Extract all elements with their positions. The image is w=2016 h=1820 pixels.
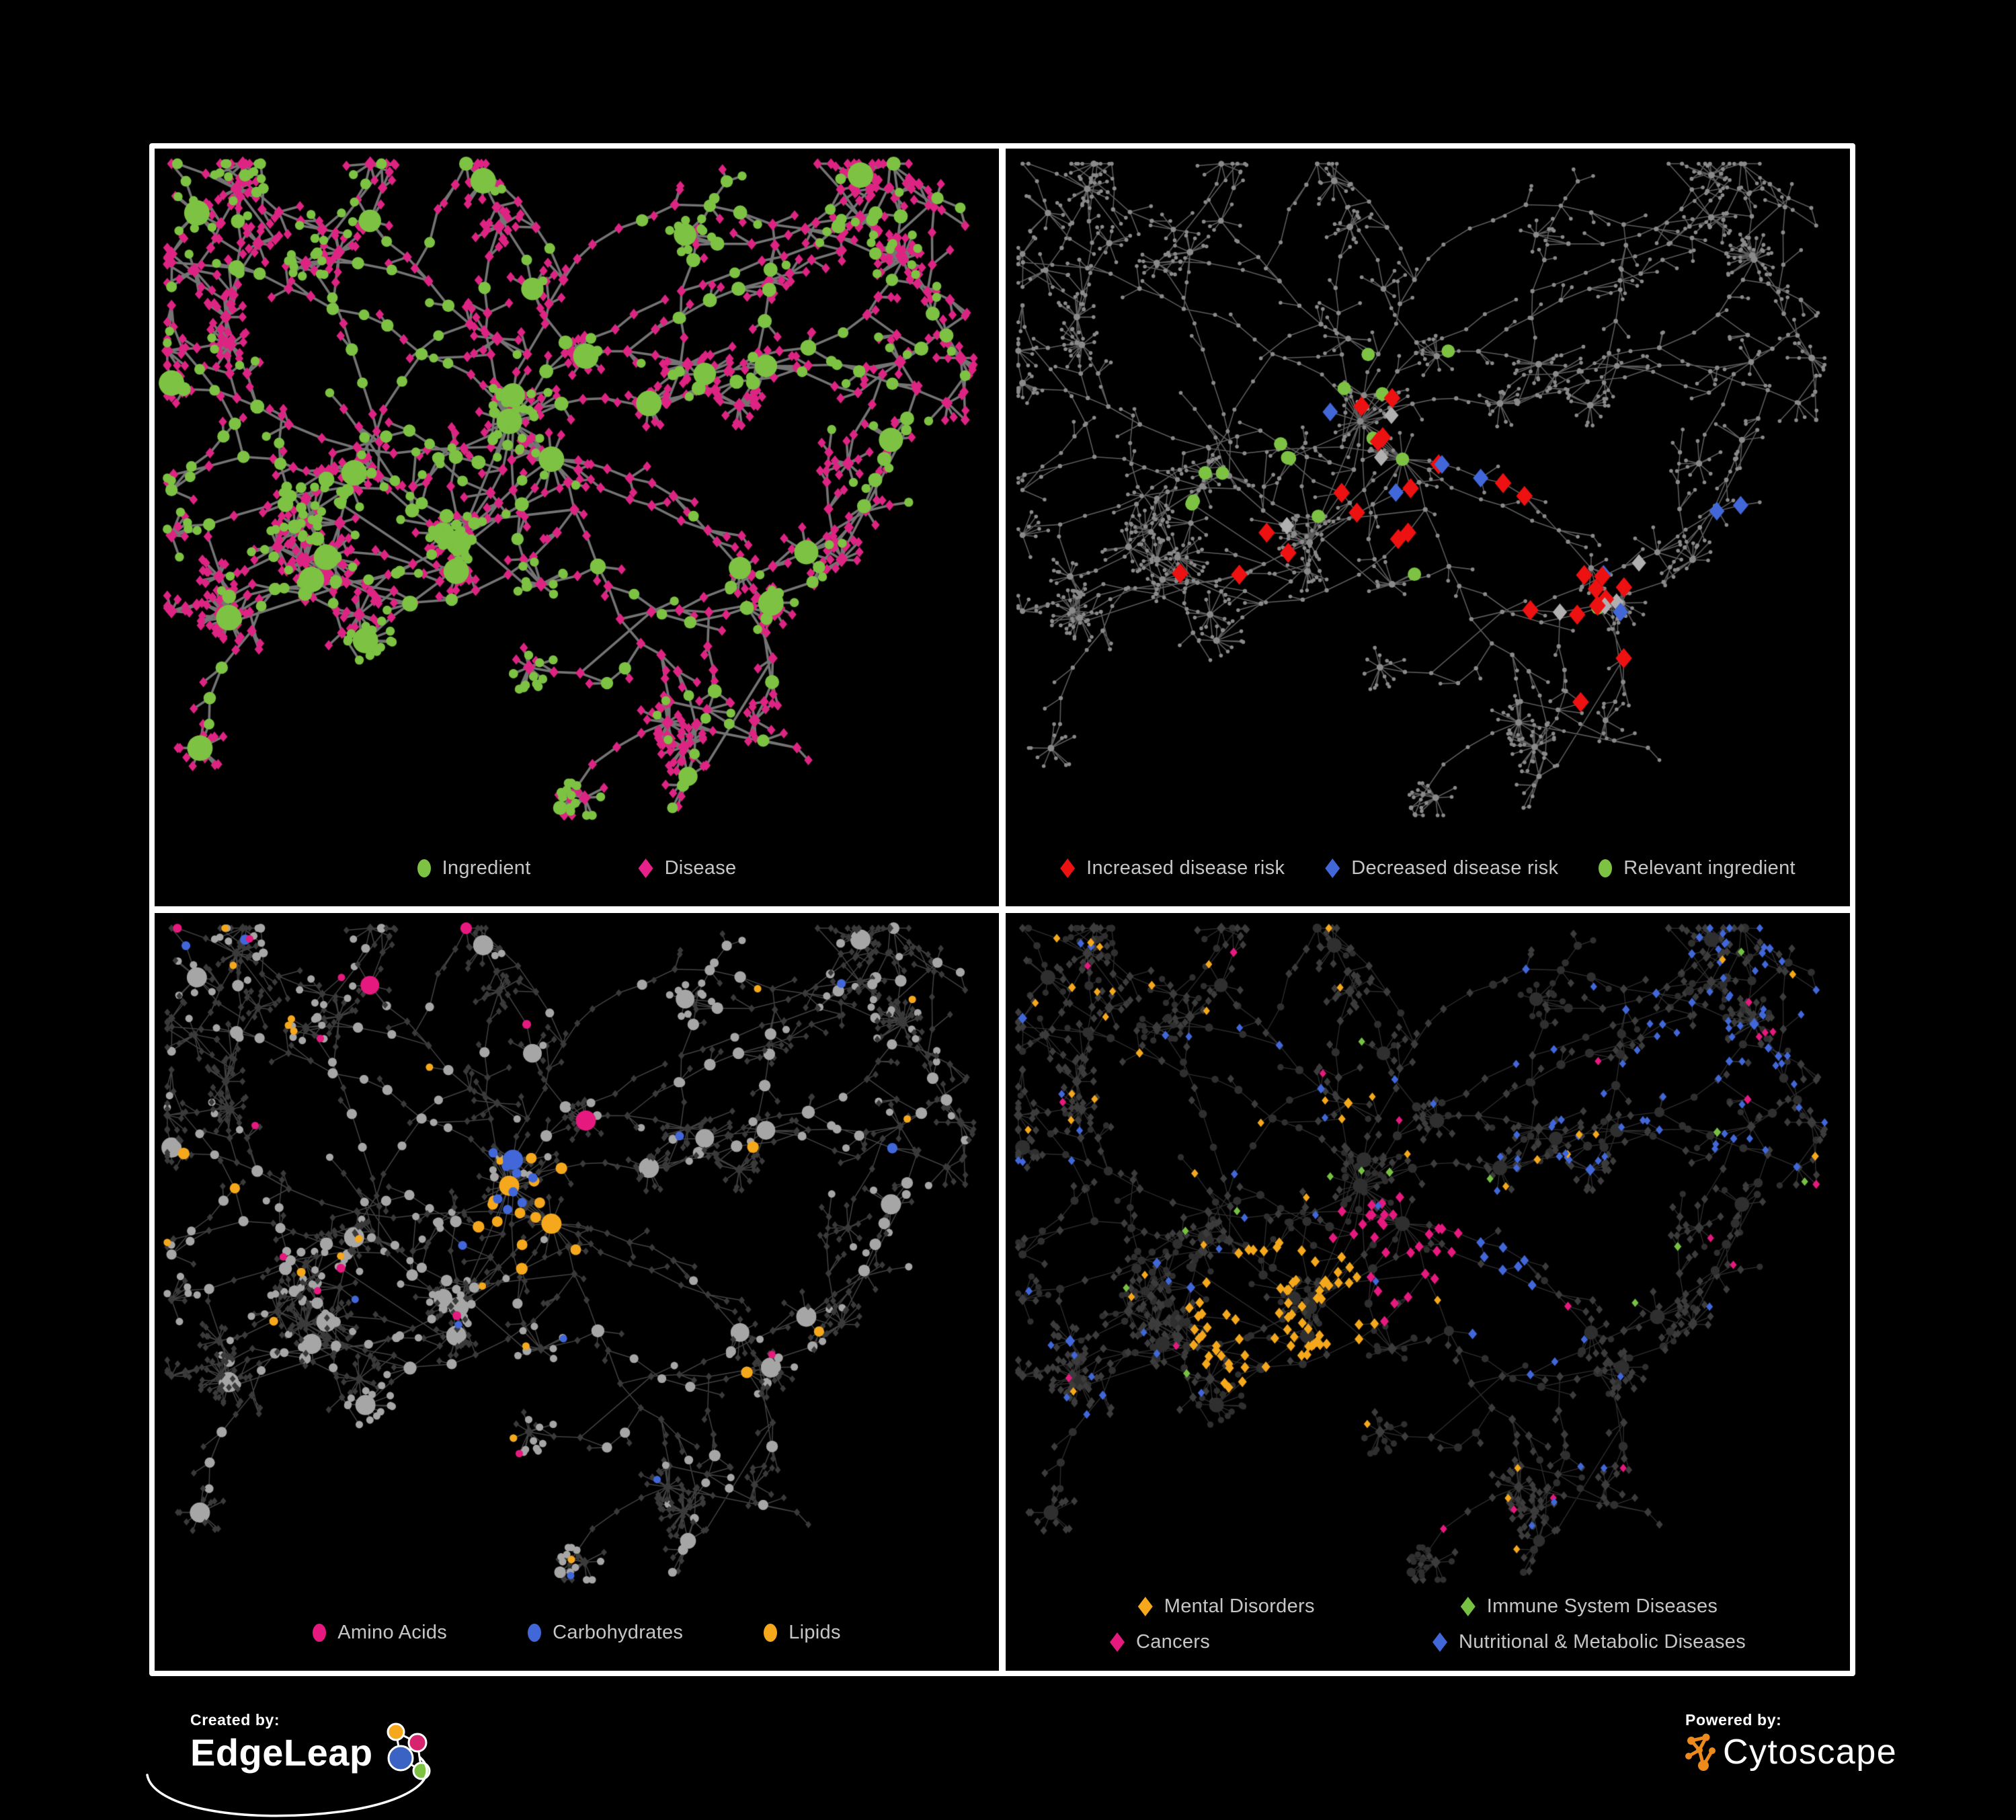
legend-item-mental-disorders: Mental Disorders xyxy=(1137,1595,1315,1618)
legend-item-cancers: Cancers xyxy=(1109,1631,1211,1653)
circle-marker-icon xyxy=(1599,859,1613,877)
edgeleap-brand-row: EdgeLeap xyxy=(146,1723,438,1817)
legend-disease-categories: Mental Disorders Immune System Diseases Ca… xyxy=(1006,1595,1850,1653)
cytoscape-icon xyxy=(1685,1733,1716,1771)
legend-row: Amino Acids Carbohydrates Lipids xyxy=(272,1622,881,1644)
legend-label: Relevant ingredient xyxy=(1623,857,1796,879)
circle-marker-icon xyxy=(528,1624,542,1642)
legend-disease-risk: Increased disease risk Decreased disease … xyxy=(1006,857,1850,879)
network-canvas-ingredient-disease xyxy=(155,149,999,906)
network-grid: Ingredient Disease Increased disease risk… xyxy=(149,143,1855,1676)
cytoscape-brand-row: Cytoscape xyxy=(1685,1732,1897,1774)
edgeleap-network-icon xyxy=(387,1723,431,1780)
circle-marker-icon xyxy=(313,1624,327,1642)
legend-label: Cancers xyxy=(1135,1631,1211,1653)
panel-nutrient-classes: Amino Acids Carbohydrates Lipids xyxy=(155,913,999,1671)
network-canvas-nutrient-classes xyxy=(155,913,999,1671)
legend-label: Lipids xyxy=(789,1622,841,1643)
legend-label: Increased disease risk xyxy=(1086,857,1285,879)
legend-item-decreased-disease-risk: Decreased disease risk xyxy=(1325,857,1558,879)
network-canvas-disease-risk xyxy=(1006,149,1850,906)
legend-label: Ingredient xyxy=(442,857,531,879)
created-by-logo: Created by: EdgeLeap xyxy=(146,1711,438,1817)
panel-disease-categories: Mental Disorders Immune System Diseases Ca… xyxy=(1006,913,1850,1671)
legend-label: Decreased disease risk xyxy=(1351,857,1559,879)
legend-row: Increased disease risk Decreased disease … xyxy=(1040,857,1816,879)
legend-item-ingredient: Ingredient xyxy=(417,857,531,879)
legend-label: Nutritional & Metabolic Diseases xyxy=(1458,1631,1746,1653)
powered-by-logo: Powered by: xyxy=(1685,1711,1897,1774)
panel-ingredient-disease: Ingredient Disease xyxy=(155,149,999,906)
legend-item-relevant-ingredient: Relevant ingredient xyxy=(1599,857,1796,879)
legend-label: Carbohydrates xyxy=(553,1622,684,1643)
legend-item-lipids: Lipids xyxy=(764,1622,841,1644)
legend-nutrient-classes: Amino Acids Carbohydrates Lipids xyxy=(155,1622,999,1644)
powered-by-label: Powered by: xyxy=(1685,1711,1782,1729)
diamond-marker-icon xyxy=(1060,859,1076,878)
legend-item-nutritional-metabolic-diseases: Nutritional & Metabolic Diseases xyxy=(1432,1631,1746,1653)
legend-row: Mental Disorders Immune System Diseases xyxy=(1137,1595,1718,1618)
legend-ingredient-disease: Ingredient Disease xyxy=(155,857,999,879)
legend-label: Mental Disorders xyxy=(1164,1595,1315,1617)
legend-item-carbohydrates: Carbohydrates xyxy=(528,1622,683,1644)
edgeleap-wordmark: EdgeLeap xyxy=(190,1731,373,1774)
network-canvas-disease-categories xyxy=(1006,913,1850,1671)
diamond-marker-icon xyxy=(1432,1632,1447,1652)
created-by-label: Created by: xyxy=(190,1711,280,1729)
diamond-marker-icon xyxy=(1137,1597,1153,1616)
cytoscape-wordmark: Cytoscape xyxy=(1723,1733,1898,1772)
legend-item-disease: Disease xyxy=(638,857,737,879)
legend-label: Disease xyxy=(664,857,737,879)
diamond-marker-icon xyxy=(1325,859,1340,878)
legend-label: Amino Acids xyxy=(337,1622,448,1643)
legend-row: Ingredient Disease xyxy=(364,857,791,879)
circle-marker-icon xyxy=(417,859,431,877)
panel-disease-risk: Increased disease risk Decreased disease … xyxy=(1006,149,1850,906)
legend-label: Immune System Diseases xyxy=(1486,1595,1718,1617)
legend-item-amino-acids: Amino Acids xyxy=(313,1622,447,1644)
legend-item-immune-system-diseases: Immune System Diseases xyxy=(1460,1595,1718,1618)
circle-marker-icon xyxy=(764,1624,778,1642)
legend-row: Cancers Nutritional & Metabolic Diseases xyxy=(1109,1631,1746,1653)
legend-item-increased-disease-risk: Increased disease risk xyxy=(1060,857,1285,879)
diamond-marker-icon xyxy=(638,859,653,878)
diamond-marker-icon xyxy=(1460,1597,1476,1616)
diamond-marker-icon xyxy=(1109,1632,1125,1652)
